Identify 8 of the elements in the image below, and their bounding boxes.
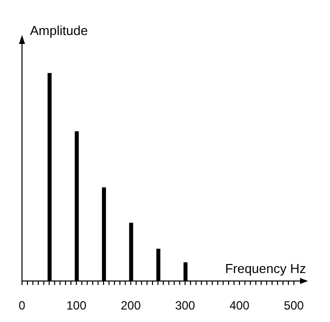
x-tick-label: 200: [120, 298, 142, 313]
x-tick-label: 500: [284, 298, 304, 313]
y-axis-title: Amplitude: [30, 23, 88, 38]
x-tick-label: 400: [229, 298, 250, 313]
x-tick-label: 100: [66, 298, 87, 313]
x-tick-label: 300: [175, 298, 196, 313]
x-axis-title: Frequency Hz: [225, 261, 306, 276]
x-tick-label: 0: [18, 298, 26, 313]
